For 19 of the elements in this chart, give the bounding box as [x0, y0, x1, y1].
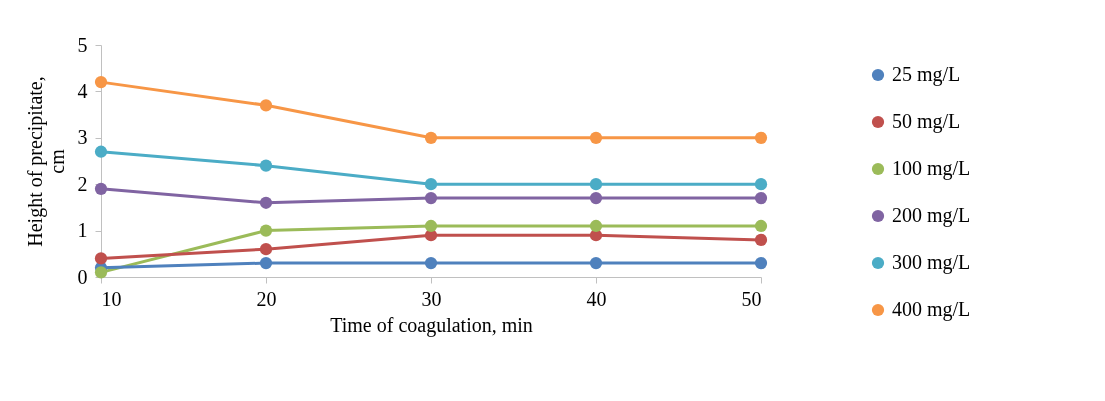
- legend-label: 300 mg/L: [892, 251, 971, 274]
- x-tick-label: 50: [741, 287, 762, 310]
- x-tick-label: 40: [586, 287, 607, 310]
- y-tick-label: 1: [77, 219, 88, 242]
- legend-label: 25 mg/L: [892, 63, 961, 86]
- y-axis-title: Height of precipitate, cm: [23, 76, 68, 247]
- y-tick-label: 3: [77, 126, 88, 149]
- legend-label: 400 mg/L: [892, 298, 971, 321]
- legend-label: 200 mg/L: [892, 204, 971, 227]
- y-tick-label: 5: [77, 33, 88, 56]
- x-tick-label: 30: [421, 287, 442, 310]
- x-axis-title: Time of coagulation, min: [330, 313, 533, 337]
- legend-label: 50 mg/L: [892, 110, 961, 133]
- y-tick-label: 4: [77, 79, 88, 102]
- y-tick-label: 2: [77, 172, 88, 195]
- x-tick-label: 20: [256, 287, 277, 310]
- y-tick-label: 0: [77, 265, 88, 288]
- legend-label: 100 mg/L: [892, 157, 971, 180]
- x-tick-label: 10: [101, 287, 122, 310]
